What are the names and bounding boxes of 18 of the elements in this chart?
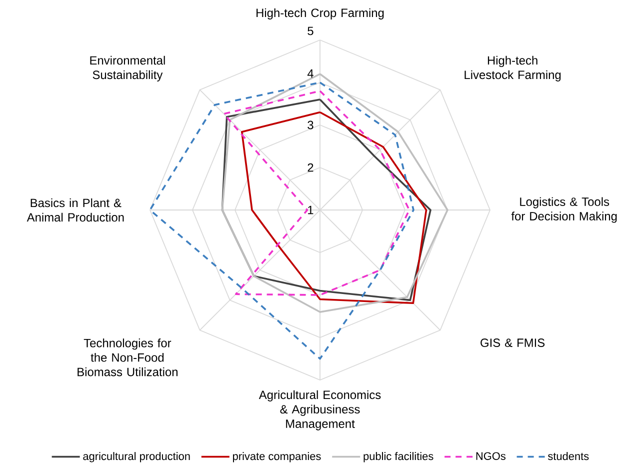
y-tick-label: 1 — [308, 206, 314, 214]
legend-label: agricultural production — [83, 452, 190, 462]
legend-label: public facilities — [364, 452, 434, 462]
legend-label: NGOs — [476, 452, 506, 460]
legend-label: private companies — [233, 452, 321, 462]
legend-label: students — [548, 452, 589, 460]
spoke-label: Technologies for the Non-Food Biomass Utilization — [78, 338, 178, 376]
y-tick-label: 5 — [308, 26, 314, 36]
spoke-label: GIS & FMIS — [480, 338, 545, 347]
spoke-label: Agricultural Economics & Agribusiness Management — [258, 390, 381, 430]
y-tick-label: 3 — [308, 120, 314, 130]
y-tick-label: 4 — [307, 69, 314, 78]
y-tick-label: 2 — [308, 163, 314, 172]
spoke-label: Basics in Plant & Animal Production — [26, 198, 124, 222]
spoke-label: High-tech Livestock Farming — [464, 56, 561, 82]
spoke-label: High-tech Crop Farming — [256, 8, 384, 20]
spoke-label: Logistics & Tools for Decision Making — [511, 197, 617, 223]
spoke-label: Environmental Sustainability — [90, 56, 165, 82]
